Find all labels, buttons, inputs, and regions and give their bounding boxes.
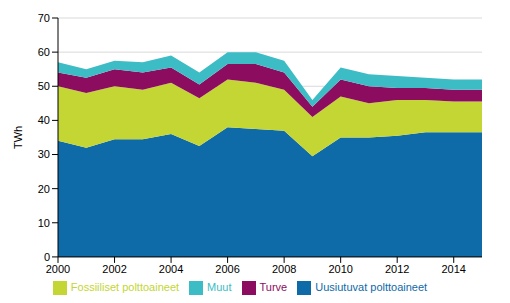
svg-text:2014: 2014 bbox=[441, 263, 465, 275]
svg-text:20: 20 bbox=[38, 183, 50, 195]
svg-text:2008: 2008 bbox=[272, 263, 296, 275]
svg-text:2010: 2010 bbox=[328, 263, 352, 275]
svg-text:40: 40 bbox=[38, 114, 50, 126]
svg-text:2002: 2002 bbox=[102, 263, 126, 275]
html-text:Muut: Muut bbox=[207, 280, 232, 293]
svg-text:TWh: TWh bbox=[12, 126, 24, 149]
svg-text:50: 50 bbox=[38, 80, 50, 92]
html-text:Uusiutuvat polttoaineet: Uusiutuvat polttoaineet bbox=[315, 280, 428, 293]
svg-text:10: 10 bbox=[38, 217, 50, 229]
svg-text:60: 60 bbox=[38, 46, 50, 58]
svg-text:2006: 2006 bbox=[215, 263, 239, 275]
svg-text:0: 0 bbox=[44, 251, 50, 263]
svg-text:2004: 2004 bbox=[159, 263, 183, 275]
html-text:Fossiiliset polttoaineet: Fossiiliset polttoaineet bbox=[70, 280, 180, 293]
svg-text:2012: 2012 bbox=[385, 263, 409, 275]
html-text:Turve: Turve bbox=[259, 280, 288, 293]
svg-text:70: 70 bbox=[38, 12, 50, 24]
svg-text:30: 30 bbox=[38, 148, 50, 160]
svg-text:2000: 2000 bbox=[46, 263, 70, 275]
